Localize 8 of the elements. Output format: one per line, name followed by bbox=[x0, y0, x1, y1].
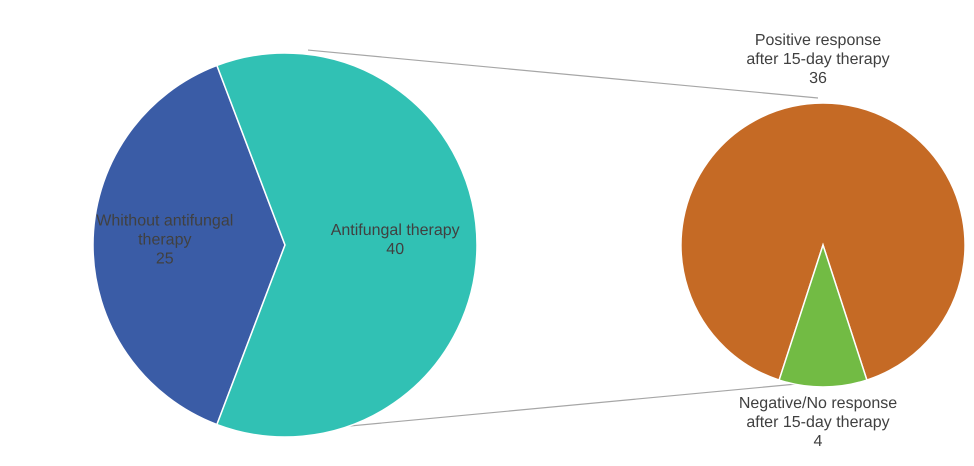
data-label: 36 bbox=[809, 70, 827, 87]
slice-label: Negative/No response after 15-day therapy bbox=[738, 395, 898, 431]
data-label: 25 bbox=[156, 250, 174, 268]
slice-label: Whithout antifungal therapy bbox=[96, 212, 234, 248]
slice-label: Positive response after 15-day therapy bbox=[746, 32, 890, 68]
data-label: 40 bbox=[386, 241, 404, 258]
data-label: 4 bbox=[814, 433, 823, 450]
slice-label: Antifungal therapy bbox=[330, 222, 460, 239]
